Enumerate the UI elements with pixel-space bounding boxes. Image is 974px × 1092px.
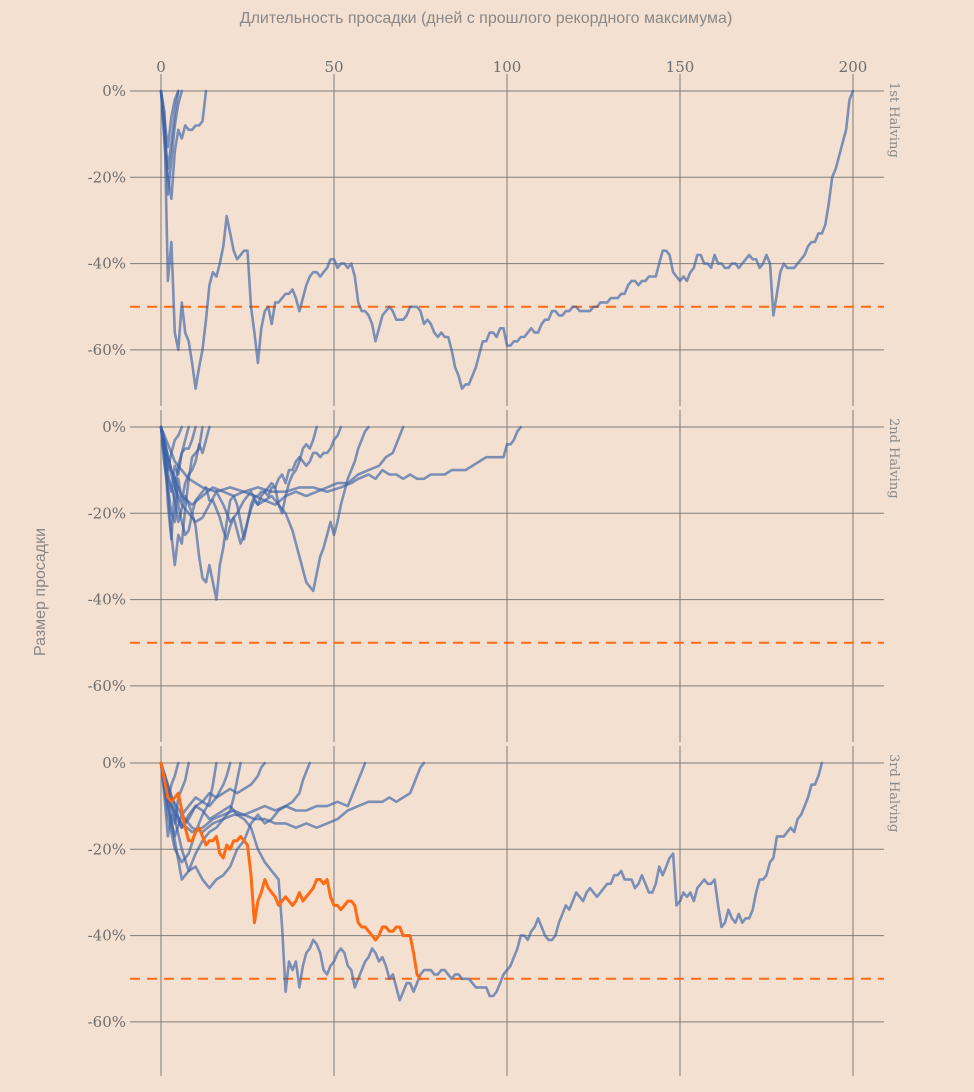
drawdown-series-line: [159, 425, 318, 601]
y-tick-label: -20%: [88, 840, 126, 858]
y-tick-label: 0%: [102, 82, 126, 100]
facet-label-second-halving: 2nd Halving: [886, 418, 901, 499]
x-tick-label: 200: [839, 58, 868, 76]
drawdown-series-line: [159, 89, 184, 196]
y-tick-label: -20%: [88, 504, 126, 522]
x-tick-label: 50: [324, 58, 343, 76]
facet-label-third-halving: 3rd Halving: [886, 754, 901, 832]
x-tick-label: 0: [156, 58, 166, 76]
y-tick-label: -40%: [88, 927, 126, 945]
y-tick-label: -60%: [88, 677, 126, 695]
y-tick-label: -60%: [88, 341, 126, 359]
drawdown-series-line: [159, 761, 242, 873]
drawdown-series-line: [159, 89, 855, 390]
x-tick-label: 150: [666, 58, 695, 76]
drawdown-series-line: [159, 425, 211, 524]
drawdown-series-line: [159, 761, 426, 834]
facet-label-first-halving: 1st Halving: [886, 82, 901, 158]
y-tick-label: -20%: [88, 168, 126, 186]
x-axis-title: Длительность просадки (дней с прошлого р…: [240, 10, 733, 27]
panel-second-halving: 0% -20% -40% -60% 2nd Halving: [88, 410, 901, 742]
y-axis-title: Размер просадки: [32, 528, 49, 656]
y-tick-label: -40%: [88, 591, 126, 609]
drawdown-series-line: [159, 425, 343, 545]
y-tick-label: -60%: [88, 1013, 126, 1031]
drawdown-series-line: [159, 425, 405, 506]
x-tick-label: 100: [493, 58, 522, 76]
panel-third-halving: 0% -20% -40% -60% 3rd Halving: [88, 746, 901, 1076]
current-drawdown-line: [159, 761, 422, 981]
y-tick-label: -40%: [88, 255, 126, 273]
drawdown-series-line: [159, 425, 523, 493]
panel-first-halving: 0% -20% -40% -60% 1st Halving: [88, 74, 901, 406]
drawdown-series-line: [159, 761, 312, 890]
y-tick-label: 0%: [102, 754, 126, 772]
y-tick-label: 0%: [102, 418, 126, 436]
drawdown-series-line: [159, 761, 824, 1002]
drawdown-series-line: [159, 89, 208, 201]
chart-panels: 0 50 100 150 200 0% -20% -40% -60% 1st Halving 0% -…: [88, 58, 901, 1076]
